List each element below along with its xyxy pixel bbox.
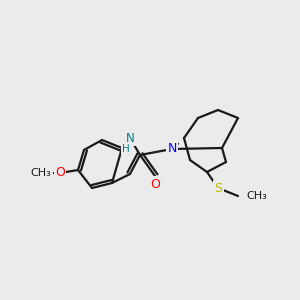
Text: N: N [126,131,134,145]
Text: O: O [55,167,65,179]
Text: N: N [167,142,177,155]
Text: S: S [214,182,222,194]
Text: CH₃: CH₃ [246,191,267,201]
Text: CH₃: CH₃ [31,168,51,178]
Text: H: H [122,144,130,154]
Text: O: O [150,178,160,190]
